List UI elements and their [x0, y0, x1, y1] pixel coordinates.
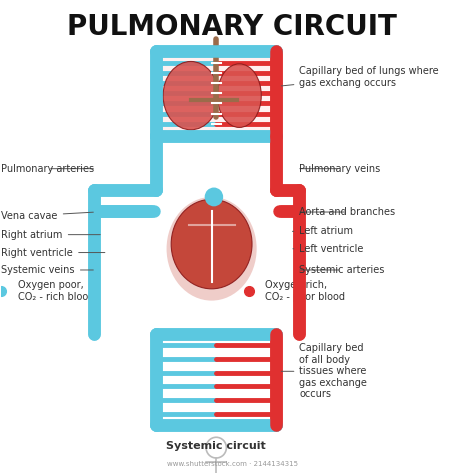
Text: Capillary bed
of all body
tissues where
gas exchange
occurs: Capillary bed of all body tissues where … [282, 343, 367, 400]
FancyBboxPatch shape [154, 48, 279, 138]
Text: Aorta and branches: Aorta and branches [300, 207, 395, 217]
Text: Left atrium: Left atrium [292, 227, 354, 237]
Ellipse shape [163, 62, 219, 130]
Ellipse shape [205, 188, 223, 206]
Text: Right ventricle: Right ventricle [1, 247, 105, 257]
Text: www.shutterstock.com · 2144134315: www.shutterstock.com · 2144134315 [167, 461, 298, 467]
Ellipse shape [171, 199, 252, 289]
Text: PULMONARY CIRCUIT: PULMONARY CIRCUIT [67, 13, 397, 41]
Text: Oxygen rich,
CO₂ - poor blood: Oxygen rich, CO₂ - poor blood [265, 281, 345, 302]
Text: Left ventricle: Left ventricle [293, 244, 364, 254]
Ellipse shape [218, 64, 261, 128]
Ellipse shape [166, 197, 256, 301]
Text: Systemic arteries: Systemic arteries [300, 265, 385, 275]
Text: Pulmonary arteries: Pulmonary arteries [1, 164, 94, 173]
Text: Systemic veins: Systemic veins [1, 265, 93, 275]
Text: Pulmonary veins: Pulmonary veins [300, 164, 381, 173]
Text: Systemic circuit: Systemic circuit [166, 441, 266, 451]
Text: Oxygen poor,
CO₂ - rich blood: Oxygen poor, CO₂ - rich blood [18, 281, 94, 302]
Text: Right atrium: Right atrium [1, 229, 100, 240]
Text: Vena cavae: Vena cavae [1, 211, 93, 221]
Text: Capillary bed of lungs where
gas exchang occurs: Capillary bed of lungs where gas exchang… [282, 66, 439, 88]
